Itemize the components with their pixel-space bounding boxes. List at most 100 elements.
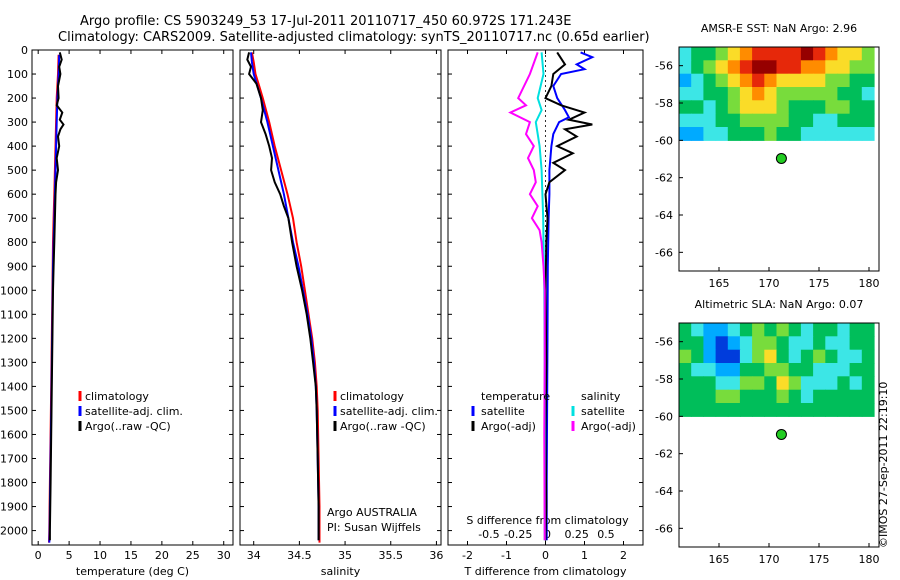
heatmap-cell — [691, 73, 704, 88]
heatmap-cell — [679, 100, 692, 115]
x-axis-label: temperature (deg C) — [76, 565, 189, 578]
map-frame — [678, 46, 880, 272]
heatmap-cell — [800, 60, 814, 75]
top-tick-label: -0.5 — [478, 528, 499, 541]
heatmap-cell — [800, 113, 814, 128]
legend-label: Argo(..raw -QC) — [85, 420, 171, 433]
map-frame — [678, 322, 880, 548]
heatmap-cell — [691, 87, 704, 101]
plot-frame — [239, 49, 442, 546]
heatmap-cell — [727, 87, 741, 101]
heatmap-cell — [788, 363, 802, 377]
heatmap-cell — [764, 60, 778, 75]
x-tick-label: 34 — [247, 549, 261, 562]
heatmap-cell — [691, 100, 704, 115]
heatmap-cell — [679, 363, 692, 377]
annotation-text: Argo AUSTRALIA — [327, 506, 417, 519]
x-tick-label: 36 — [429, 549, 443, 562]
heatmap-cell — [825, 336, 839, 351]
heatmap-cell — [837, 376, 851, 391]
heatmap-cell — [825, 87, 839, 101]
legend-header: salinity — [581, 390, 621, 403]
heatmap-cell — [691, 349, 704, 364]
heatmap-cell — [727, 323, 741, 337]
heatmap-cell — [800, 349, 814, 364]
heatmap-cell — [776, 336, 790, 351]
depth-tick-label: 1000 — [0, 284, 28, 297]
legend-label: satellite-adj. clim. — [85, 405, 183, 418]
heatmap-cell — [813, 336, 826, 351]
y-tick-label: -56 — [655, 60, 673, 73]
heatmap-cell — [825, 47, 839, 61]
figure-title-line1: Argo profile: CS 5903249_53 17-Jul-2011 … — [80, 14, 572, 29]
depth-tick-label: 1300 — [0, 356, 28, 369]
heatmap-cell — [715, 349, 729, 364]
heatmap-cell — [788, 336, 802, 351]
heatmap-cell — [800, 73, 814, 88]
heatmap-cell — [849, 73, 863, 88]
depth-tick-label: 100 — [7, 68, 28, 81]
heatmap-cell — [800, 323, 814, 337]
heatmap-cell — [703, 349, 717, 364]
annotation-text: PI: Susan Wijffels — [327, 521, 421, 534]
heatmap-cell — [727, 113, 741, 128]
heatmap-cell — [825, 363, 839, 377]
heatmap-cell — [800, 87, 814, 101]
heatmap-cell — [764, 73, 778, 88]
heatmap-cell — [739, 363, 753, 377]
heatmap-cell — [764, 47, 778, 61]
heatmap-cell — [764, 113, 778, 128]
heatmap-cell — [727, 336, 741, 351]
heatmap-cell — [764, 336, 778, 351]
heatmap-cell — [691, 403, 704, 417]
heatmap-cell — [849, 403, 863, 417]
heatmap-cell — [691, 363, 704, 377]
heatmap-cell — [776, 87, 790, 101]
heatmap-cell — [715, 73, 729, 88]
temperature-profile-panel: 0100200300400500600700800900100011001200… — [0, 44, 234, 578]
heatmap-cell — [739, 113, 753, 128]
heatmap-cell — [788, 87, 802, 101]
heatmap-cell — [776, 100, 790, 115]
heatmap-cell — [849, 60, 863, 75]
heatmap-cell — [861, 113, 875, 128]
heatmap-cell — [849, 100, 863, 115]
x-tick-label: 25 — [186, 549, 200, 562]
heatmap-cell — [703, 100, 717, 115]
heatmap-cell — [861, 100, 875, 115]
heatmap-cell — [679, 113, 692, 128]
heatmap-cell — [825, 113, 839, 128]
heatmap-cell — [679, 336, 692, 351]
heatmap-cell — [800, 403, 814, 417]
heatmap-cell — [825, 376, 839, 391]
x-tick-label: 175 — [809, 277, 830, 290]
heatmap-cell — [703, 87, 717, 101]
heatmap-cell — [861, 323, 875, 337]
heatmap-cell — [825, 73, 839, 88]
x-tick-label: 35.5 — [379, 549, 404, 562]
heatmap-cell — [715, 363, 729, 377]
heatmap-cell — [691, 127, 704, 141]
x-tick-label: 10 — [93, 549, 107, 562]
heatmap-cell — [752, 47, 765, 61]
heatmap-cell — [788, 403, 802, 417]
heatmap-cell — [739, 127, 753, 141]
heatmap-cell — [849, 127, 863, 141]
heatmap-cell — [703, 363, 717, 377]
x-tick-label: 20 — [155, 549, 169, 562]
x-tick-label: 165 — [709, 553, 730, 566]
heatmap-cell — [715, 127, 729, 141]
x-tick-label: 175 — [809, 553, 830, 566]
heatmap-cell — [679, 87, 692, 101]
heatmap-cell — [861, 47, 875, 61]
heatmap-cell — [861, 336, 875, 351]
heatmap-cell — [715, 336, 729, 351]
heatmap-cell — [752, 403, 765, 417]
heatmap-cell — [776, 323, 790, 337]
heatmap-cell — [727, 349, 741, 364]
heatmap-cell — [849, 336, 863, 351]
depth-tick-label: 1400 — [0, 380, 28, 393]
legend-label: Argo(..raw -QC) — [340, 420, 426, 433]
legend-label: climatology — [340, 390, 404, 403]
